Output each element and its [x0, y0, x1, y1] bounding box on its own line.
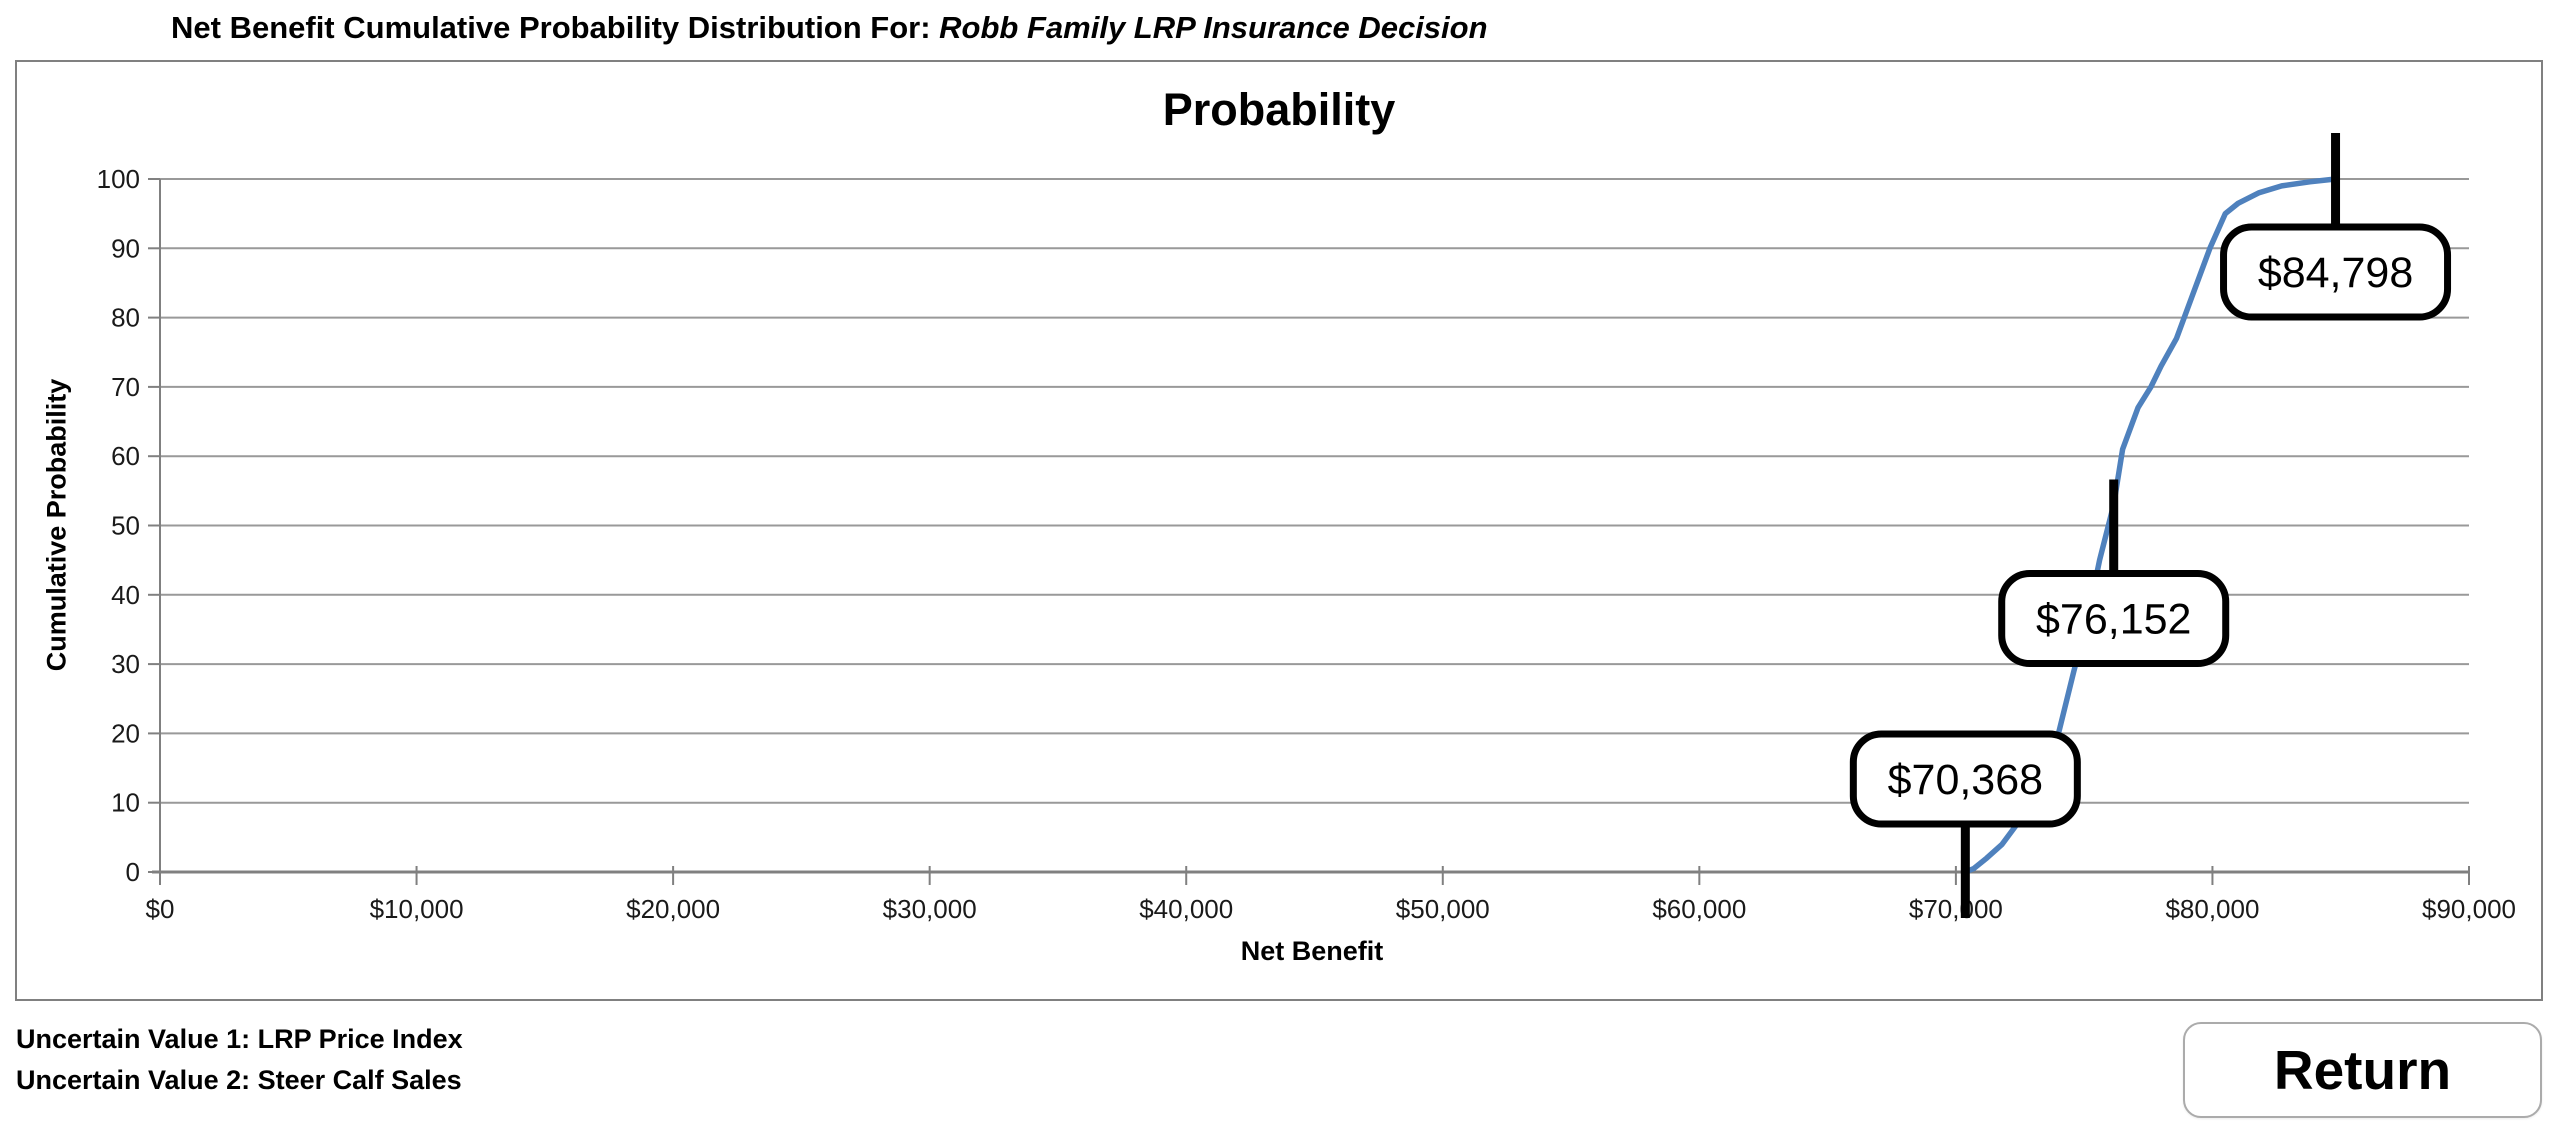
uncertain-value-1-note: Uncertain Value 1: LRP Price Index [16, 1024, 463, 1054]
y-tick-label: 100 [97, 164, 140, 194]
y-tick-label: 90 [111, 233, 140, 263]
x-tick-label: $10,000 [370, 894, 464, 924]
y-axis-title: Cumulative Probability [41, 378, 72, 672]
x-axis-title: Net Benefit [1240, 936, 1384, 966]
y-tick-label: 50 [111, 511, 140, 541]
y-tick-label: 80 [111, 303, 140, 333]
x-tick-label: $50,000 [1396, 894, 1490, 924]
y-tick-label: 30 [111, 649, 140, 679]
page-title-prefix: Net Benefit Cumulative Probability Distr… [171, 10, 931, 45]
page-title: Net Benefit Cumulative Probability Distr… [171, 10, 1488, 46]
x-tick-label: $90,000 [2422, 894, 2516, 924]
percentile-callout-label: $70,368 [1888, 756, 2043, 804]
x-tick-label: $60,000 [1652, 894, 1746, 924]
y-tick-label: 40 [111, 580, 140, 610]
return-button[interactable]: Return [2183, 1022, 2542, 1118]
percentile-callout-box [1849, 730, 2081, 828]
percentile-callout-box [1998, 570, 2230, 667]
x-tick-label: $80,000 [2165, 894, 2259, 924]
chart-title: Probability [1162, 84, 1396, 135]
chart-frame: $0 $10,000 $20,000 $30,000 $40,000 $50,000 $60… [15, 60, 2543, 1001]
x-tick-label: $40,000 [1139, 894, 1233, 924]
y-tick-label: 0 [126, 857, 140, 887]
uncertain-value-2-note: Uncertain Value 2: Steer Calf Sales [16, 1065, 462, 1095]
percentile-callout-label: $84,798 [2258, 249, 2413, 297]
y-tick-label: 70 [111, 372, 140, 402]
x-tick-label: $20,000 [626, 894, 720, 924]
x-tick-label: $30,000 [883, 894, 977, 924]
y-tick-label: 20 [111, 718, 140, 748]
percentile-callout-label: $76,152 [2036, 596, 2191, 644]
y-tick-label: 10 [111, 788, 140, 818]
percentile-callout-box [2220, 223, 2452, 321]
page-title-scenario: Robb Family LRP Insurance Decision [939, 10, 1488, 45]
x-tick-label: $0 [146, 894, 175, 924]
y-tick-label: 60 [111, 441, 140, 471]
x-tick-label: $70,000 [1909, 894, 2003, 924]
plot-area: $0 $10,000 $20,000 $30,000 $40,000 $50,000 $60… [97, 133, 2516, 924]
